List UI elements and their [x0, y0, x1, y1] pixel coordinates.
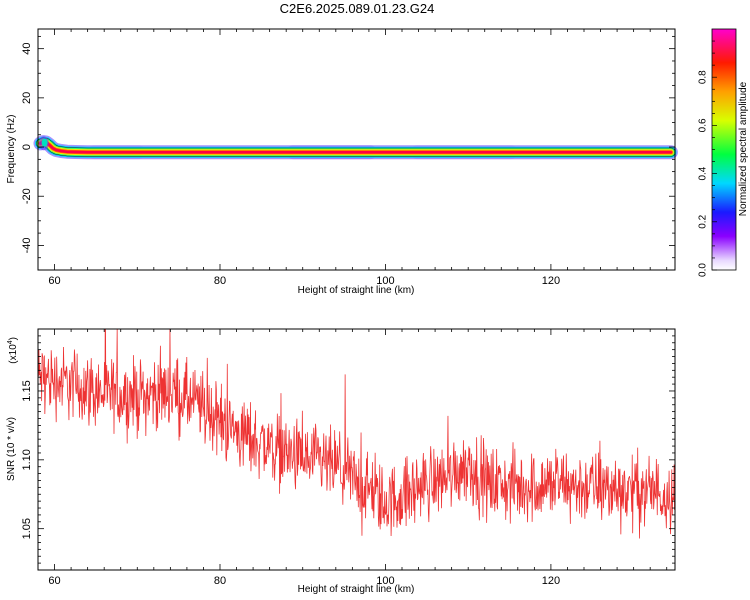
spectrogram-frame [37, 28, 676, 271]
snr-series-line [38, 329, 675, 539]
snr-panel: 60 80 100 120 1.05 1.10 1.15 Height of straigh… [6, 328, 676, 595]
snr-ticks: 60 80 100 120 1.05 1.10 1.15 [21, 328, 675, 587]
colorbar: 0.0 0.2 0.4 0.6 0.8 Normalized spectral ampl… [698, 28, 749, 277]
spectrogram-ytick-label: -20 [21, 188, 33, 204]
snr-xtick-label: 100 [376, 575, 394, 587]
spectrogram-xlabel: Height of straight line (km) [298, 285, 415, 296]
snr-multiplier: (x104) [7, 337, 19, 364]
spectrogram-xtick-label: 100 [376, 275, 394, 287]
snr-background [38, 329, 675, 570]
spectrogram-ylabel: Frequency (Hz) [6, 115, 17, 184]
snr-xtick-label: 120 [542, 575, 560, 587]
colorbar-ticks: 0.0 0.2 0.4 0.6 0.8 [698, 40, 717, 277]
spectrogram-xtick-label: 60 [48, 275, 60, 287]
spectrogram-xtick-label: 80 [214, 275, 226, 287]
snr-ytick-label: 1.05 [21, 518, 33, 539]
colorbar-label: Normalized spectral amplitude [738, 81, 749, 216]
ridge-core [39, 140, 673, 154]
figure-title: C2E6.2025.089.01.23.G24 [280, 1, 435, 16]
colorbar-tick-label: 0.6 [698, 118, 709, 132]
ridge-start-core [41, 138, 48, 147]
spectrogram-xtick-label: 120 [542, 275, 560, 287]
snr-xtick-label: 80 [214, 575, 226, 587]
snr-frame [37, 328, 676, 571]
snr-ytick-label: 1.10 [21, 449, 33, 470]
spectrogram-ytick-label: -40 [21, 237, 33, 253]
colorbar-tick-label: 0.0 [698, 263, 709, 277]
spectrogram-panel: 60 80 100 120 -40 -20 0 20 40 Height of straight… [6, 28, 678, 296]
spectrogram-ytick-label: 40 [21, 43, 33, 55]
colorbar-tick-label: 0.8 [698, 70, 709, 84]
spectrogram-ytick-label: 0 [21, 144, 33, 150]
colorbar-gradient [711, 28, 737, 271]
spectrogram-ticks: 60 80 100 120 -40 -20 0 20 40 [21, 29, 675, 287]
snr-xtick-label: 60 [48, 575, 60, 587]
spectrogram-ytick-label: 20 [21, 92, 33, 104]
colorbar-tick-label: 0.4 [698, 166, 709, 180]
colorbar-tick-label: 0.2 [698, 214, 709, 228]
snr-ylabel: SNR (10 * v/v) [6, 417, 17, 481]
snr-ytick-label: 1.15 [21, 380, 33, 401]
snr-xlabel: Height of straight line (km) [298, 584, 415, 595]
